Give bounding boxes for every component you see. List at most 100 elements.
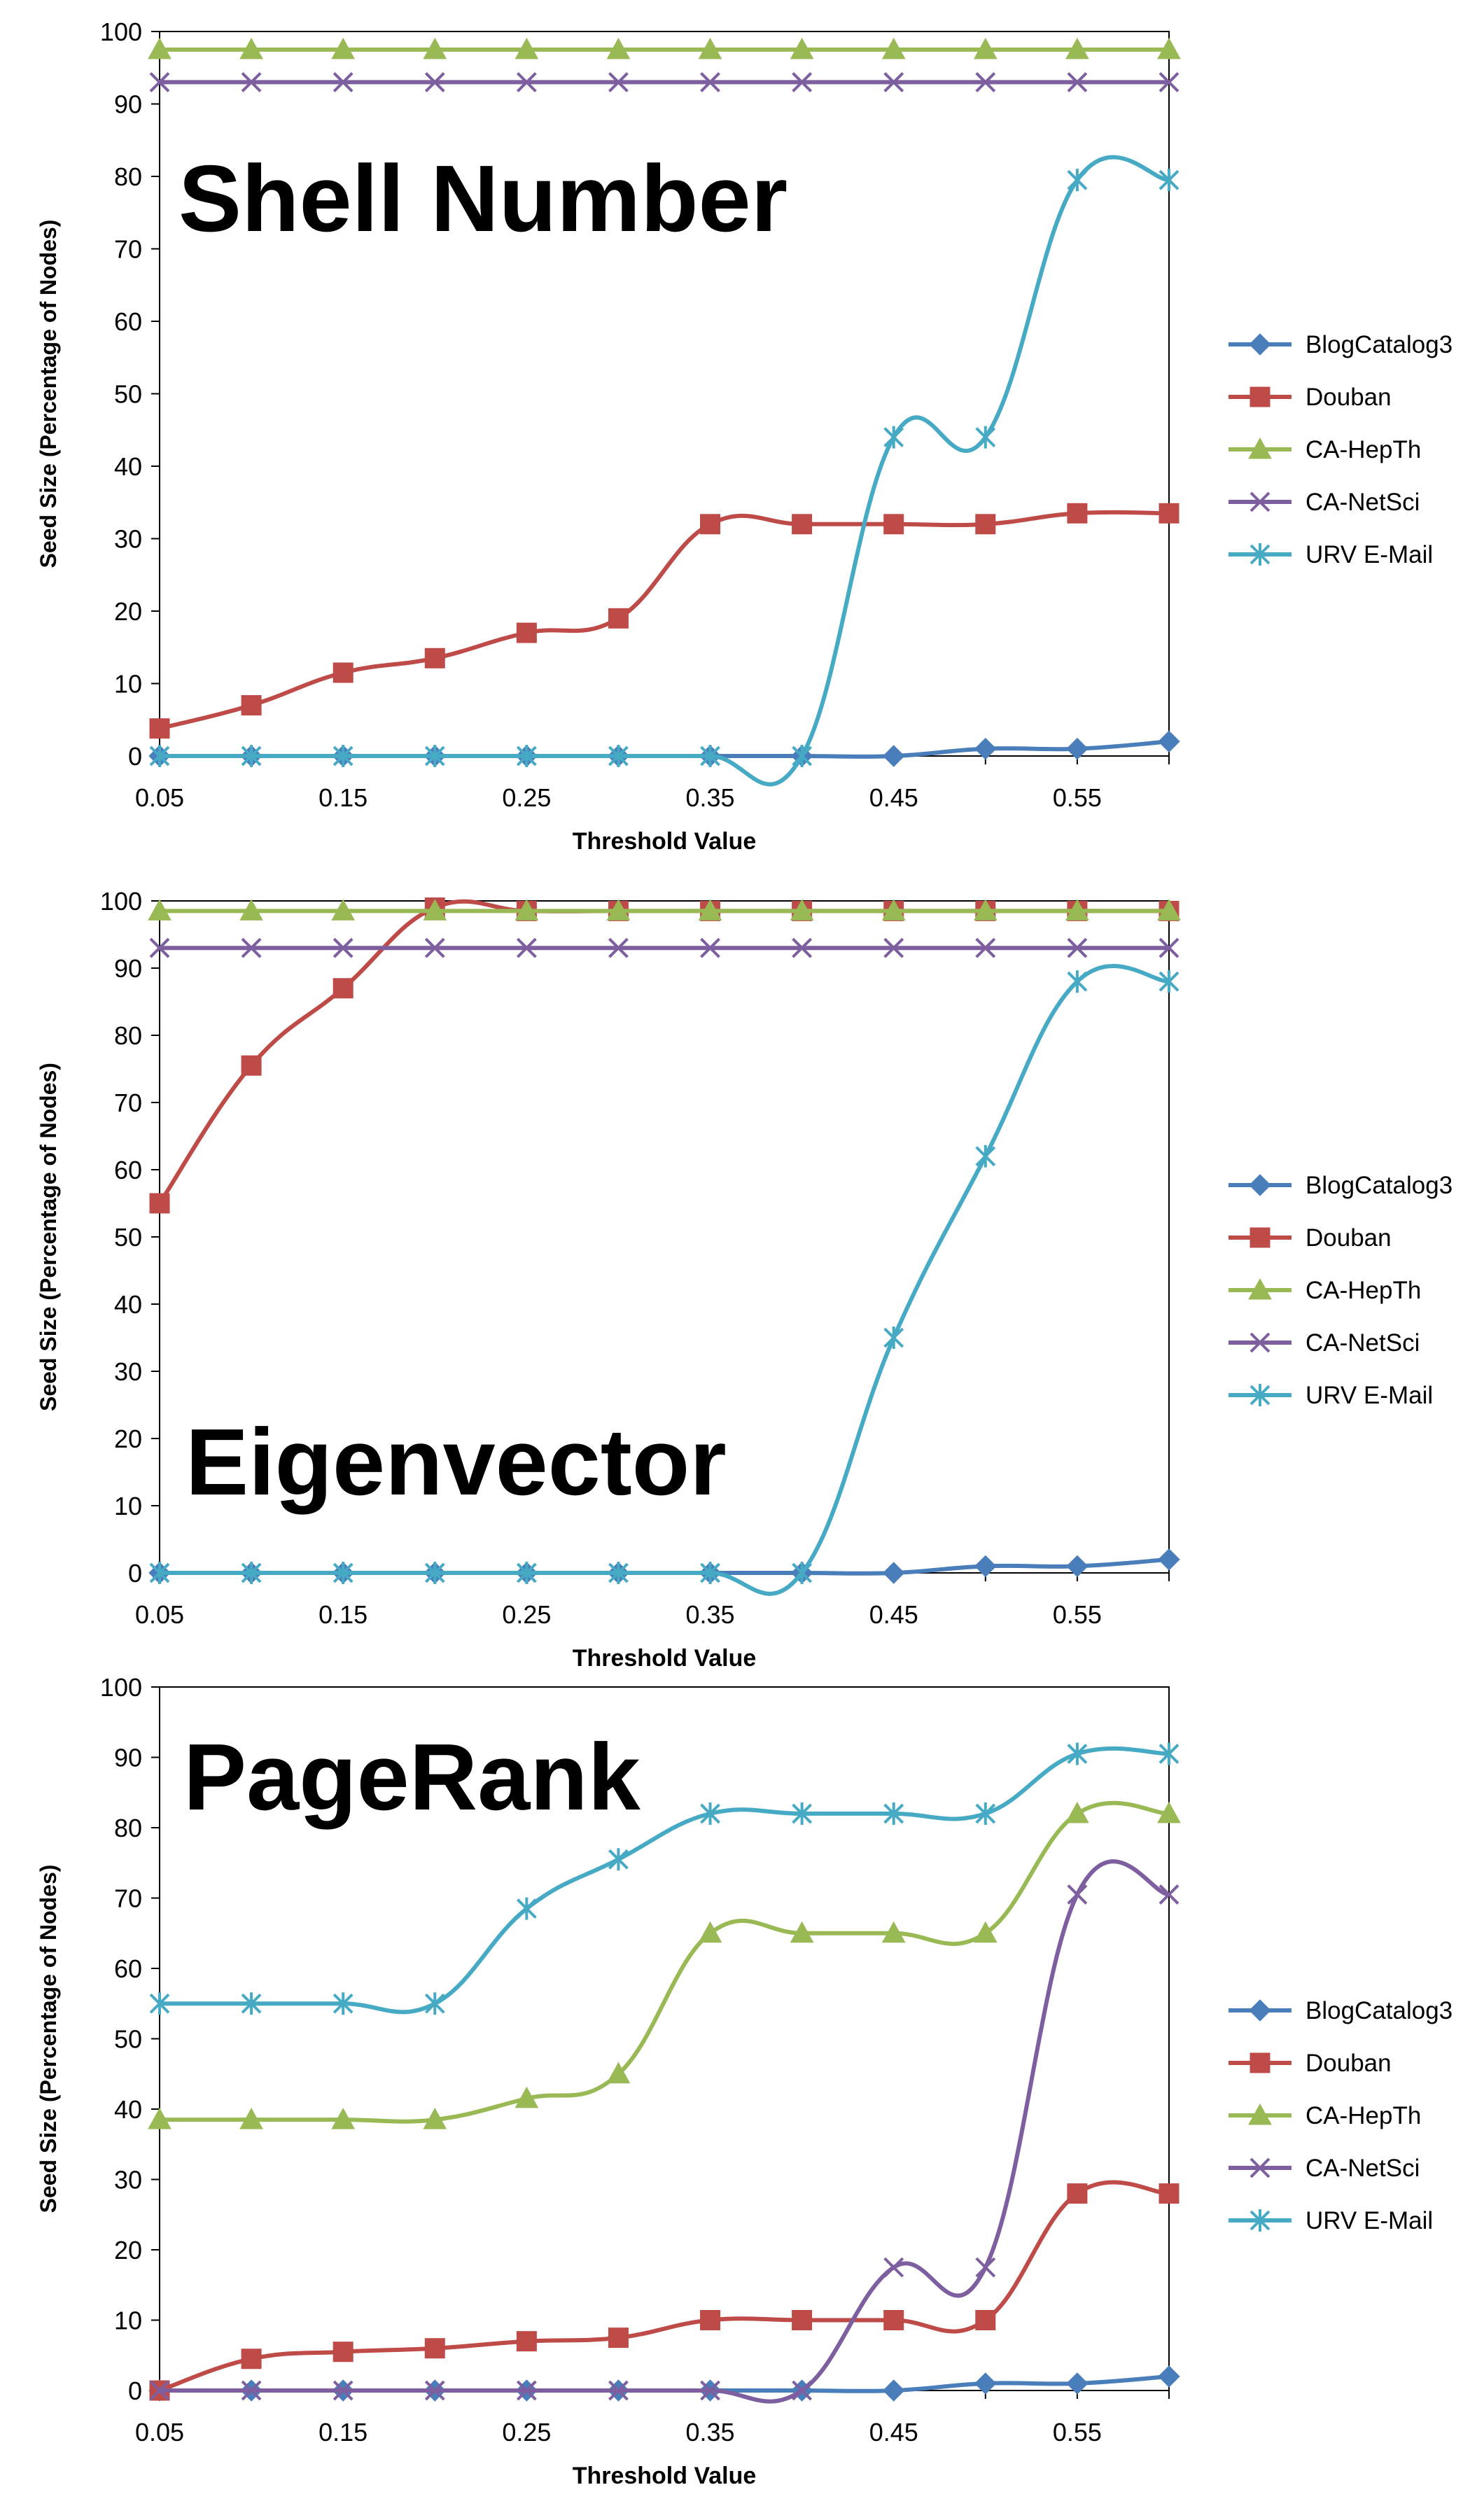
data-point-marker xyxy=(1067,2183,1088,2204)
data-point-marker xyxy=(241,1055,262,1076)
data-point-marker xyxy=(239,2108,263,2129)
chart-panel-1: 0 10 20 30 40 50 60 70 80 90 100 0.05 0.15 0.25 0.35 0.… xyxy=(36,18,1452,855)
data-point-marker xyxy=(149,1193,170,1214)
data-point-marker xyxy=(975,2257,996,2278)
data-point-marker xyxy=(792,2380,813,2401)
data-point-marker xyxy=(424,648,445,668)
data-point-marker xyxy=(608,1562,629,1584)
data-point-marker xyxy=(1067,1884,1088,1905)
data-point-marker xyxy=(883,426,904,449)
y-tick-label: 60 xyxy=(114,1156,142,1184)
legend-item: URV E-Mail xyxy=(1228,541,1433,568)
data-point-marker xyxy=(1158,937,1180,958)
data-point-marker xyxy=(239,899,263,920)
data-point-marker xyxy=(241,1562,262,1584)
data-point-marker xyxy=(608,937,629,958)
y-tick-label: 30 xyxy=(114,525,142,554)
legend-item: Douban xyxy=(1228,384,1392,411)
legend: BlogCatalog3 Douban CA-HepTh CA-NetSci URV E… xyxy=(1228,331,1452,568)
data-point-marker xyxy=(241,72,262,92)
data-point-marker xyxy=(700,1562,720,1584)
data-point-marker xyxy=(332,978,354,999)
data-point-marker xyxy=(973,1921,997,1943)
data-point-marker xyxy=(516,72,537,92)
data-point-marker xyxy=(883,937,904,958)
data-point-marker xyxy=(241,745,262,767)
y-tick-label: 50 xyxy=(114,1223,142,1252)
legend-item: Douban xyxy=(1228,2050,1392,2077)
legend-item: BlogCatalog3 xyxy=(1228,1997,1452,2024)
series-urv-e-mail xyxy=(149,155,1180,787)
series-blogcatalog3 xyxy=(148,730,1180,767)
legend-item: CA-HepTh xyxy=(1228,2102,1421,2129)
chart-title: Eigenvector xyxy=(186,1409,727,1515)
y-tick-label: 10 xyxy=(114,2306,142,2335)
legend-label: CA-NetSci xyxy=(1306,489,1420,516)
y-tick-label: 100 xyxy=(100,887,142,916)
series-urv-e-mail xyxy=(149,1742,1180,2015)
legend-label: CA-HepTh xyxy=(1306,2102,1421,2129)
data-point-marker xyxy=(1067,1742,1088,1765)
data-point-marker xyxy=(700,514,721,535)
y-tick-label: 60 xyxy=(114,307,142,336)
legend-marker xyxy=(1249,1999,1271,2022)
data-point-marker xyxy=(516,2331,537,2352)
data-point-marker xyxy=(1157,899,1181,920)
y-tick-label: 10 xyxy=(114,1492,142,1520)
data-point-marker xyxy=(792,1802,813,1825)
series-ca-netsci xyxy=(149,1859,1180,2404)
data-point-marker xyxy=(700,1802,720,1825)
x-tick-label: 0.35 xyxy=(686,783,735,812)
data-point-marker xyxy=(975,2310,996,2330)
data-point-marker xyxy=(241,2380,262,2401)
data-point-marker xyxy=(700,2380,720,2401)
chart-title: PageRank xyxy=(183,1724,641,1830)
legend-label: Douban xyxy=(1306,1224,1392,1252)
data-point-marker xyxy=(149,718,170,739)
data-point-marker xyxy=(790,1921,814,1943)
y-tick-label: 0 xyxy=(128,742,142,771)
series-douban xyxy=(149,503,1180,739)
x-tick-label: 0.55 xyxy=(1053,1600,1102,1629)
data-point-marker xyxy=(1157,1801,1181,1823)
data-point-marker xyxy=(516,937,537,958)
data-point-marker xyxy=(1067,937,1088,958)
data-point-marker xyxy=(516,2380,537,2401)
data-point-marker xyxy=(608,2328,629,2348)
data-point-marker xyxy=(1067,72,1088,92)
data-point-marker xyxy=(881,37,906,59)
y-tick-label: 80 xyxy=(114,162,142,191)
y-tick-label: 70 xyxy=(114,1088,142,1117)
x-tick-label: 0.25 xyxy=(502,1600,551,1629)
data-point-marker xyxy=(1065,37,1089,59)
y-tick-label: 90 xyxy=(114,90,142,119)
data-point-marker xyxy=(424,745,445,767)
y-axis-title: Seed Size (Percentage of Nodes) xyxy=(36,220,61,568)
data-point-marker xyxy=(241,695,262,716)
x-tick-label: 0.25 xyxy=(502,783,551,812)
data-point-marker xyxy=(332,745,354,767)
legend-marker xyxy=(1248,1278,1272,1300)
data-point-marker xyxy=(424,72,445,92)
data-point-marker xyxy=(883,72,904,92)
y-tick-label: 10 xyxy=(114,670,142,699)
data-point-marker xyxy=(792,72,813,92)
legend-marker xyxy=(1250,2209,1270,2232)
legend-label: CA-NetSci xyxy=(1306,2155,1420,2182)
data-point-marker xyxy=(792,745,813,767)
data-point-marker xyxy=(792,937,813,958)
legend-item: BlogCatalog3 xyxy=(1228,331,1452,358)
data-point-marker xyxy=(516,1562,537,1584)
legend-item: CA-HepTh xyxy=(1228,436,1421,463)
legend-item: Douban xyxy=(1228,1224,1392,1252)
chart-panel-2: 0 10 20 30 40 50 60 70 80 90 100 0.05 0.15 0.25 0.35 0.… xyxy=(36,887,1452,1672)
x-tick-label: 0.45 xyxy=(869,1600,918,1629)
legend-item: BlogCatalog3 xyxy=(1228,1172,1452,1199)
x-tick-label: 0.25 xyxy=(502,2418,551,2446)
legend-label: CA-NetSci xyxy=(1306,1329,1420,1357)
legend-marker xyxy=(1249,333,1271,356)
data-point-marker xyxy=(1158,1742,1180,1765)
data-point-marker xyxy=(698,899,722,920)
data-point-marker xyxy=(1067,169,1088,192)
series-urv-e-mail xyxy=(149,964,1180,1596)
